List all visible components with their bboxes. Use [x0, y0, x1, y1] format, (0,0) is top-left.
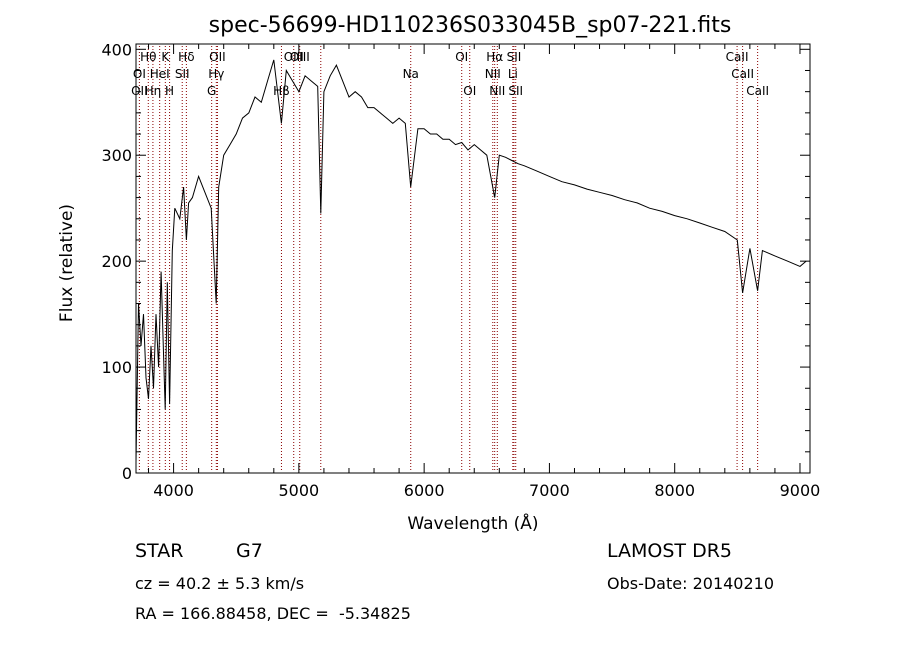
y-axis-label: Flux (relative) — [57, 204, 77, 322]
spectral-line-label: OI — [463, 84, 476, 98]
spectral-line-label: SII — [508, 84, 523, 98]
spectral-line-label: H — [165, 84, 174, 98]
y-tick-label: 0 — [122, 464, 132, 483]
plot-frame — [135, 43, 811, 474]
spectral-line-label: OII — [131, 84, 148, 98]
x-tick-label: 7000 — [529, 481, 570, 500]
spectral-line-label: Hβ — [273, 84, 290, 98]
x-tick-label: 6000 — [404, 481, 445, 500]
x-tick-label: 9000 — [780, 481, 821, 500]
spectral-line-markers — [138, 46, 759, 472]
spectral-line-label: Hα — [486, 50, 503, 64]
x-tick-label: 5000 — [279, 481, 320, 500]
redshift-value: cz = 40.2 ± 5.3 km/s — [135, 574, 305, 593]
spectral-line-label: Hδ — [178, 50, 194, 64]
spectral-line-label: SII — [507, 50, 522, 64]
chart-title: spec-56699-HD110236S033045B_sp07-221.fit… — [209, 13, 732, 38]
x-tick-label: 8000 — [654, 481, 695, 500]
spectral-line-label: OI — [455, 50, 468, 64]
survey-name: LAMOST DR5 — [607, 540, 732, 562]
spectral-line-label: K — [161, 50, 170, 64]
spectral-line-label: NII — [489, 84, 505, 98]
spectral-line-label: OII — [209, 50, 226, 64]
y-axis-ticks: 0 100 200 300 400 — [101, 40, 810, 483]
spectral-line-label: OIII — [290, 50, 310, 64]
y-tick-label: 200 — [101, 252, 132, 271]
spectral-line-label: Li — [508, 67, 518, 81]
spectral-line-label: G — [207, 84, 216, 98]
object-class: STAR — [135, 540, 184, 562]
spectral-line-label: Na — [403, 67, 419, 81]
spectral-line-label: Hθ — [140, 50, 156, 64]
y-tick-label: 100 — [101, 358, 132, 377]
y-tick-label: 300 — [101, 146, 132, 165]
x-axis-label: Wavelength (Å) — [407, 512, 538, 534]
object-subclass: G7 — [236, 540, 263, 562]
spectral-line-label: CaII — [726, 50, 749, 64]
spectral-line-label: NII — [485, 67, 501, 81]
y-tick-label: 400 — [101, 40, 132, 59]
spectral-line-label: CaII — [746, 84, 769, 98]
spectral-line-label: SII — [175, 67, 190, 81]
spectrum-series-line — [135, 59, 807, 463]
spectral-line-label: Hη — [145, 84, 162, 98]
spectral-line-label: CaII — [731, 67, 754, 81]
spectral-line-label: Hγ — [208, 67, 224, 81]
x-tick-label: 4000 — [153, 481, 194, 500]
sky-coordinates: RA = 166.88458, DEC = -5.34825 — [135, 604, 411, 623]
observation-date: Obs-Date: 20140210 — [607, 574, 775, 593]
x-axis-ticks: 4000 5000 6000 7000 8000 9000 — [148, 44, 821, 500]
spectral-line-label: HeI — [150, 67, 170, 81]
spectral-line-label: OI — [133, 67, 146, 81]
